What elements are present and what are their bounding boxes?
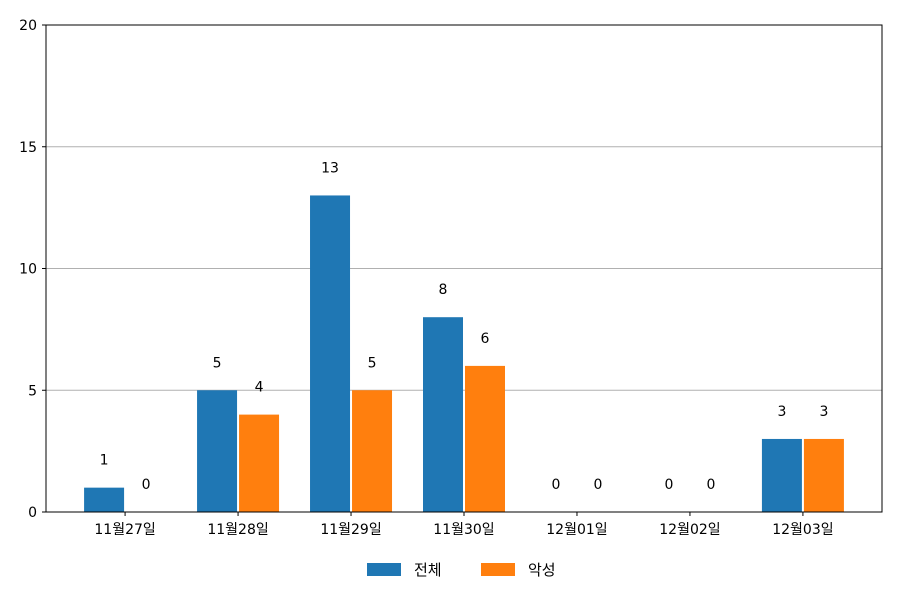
y-axis-ticks: 0 5 10 15 20	[19, 18, 46, 521]
x-tick-label: 12월02일	[659, 522, 720, 538]
y-tick-label: 20	[19, 18, 37, 34]
bar-total	[423, 317, 463, 512]
data-labels: 1 0 5 4 13 5 8 6 0 0 0 0 3 3	[100, 160, 829, 493]
data-label: 0	[552, 477, 561, 493]
plot-frame	[45, 24, 883, 513]
legend-swatch	[367, 563, 401, 576]
data-label: 0	[142, 477, 151, 493]
x-tick-label: 11월28일	[207, 522, 268, 538]
bar-malicious	[803, 438, 844, 512]
y-tick-label: 0	[28, 505, 37, 521]
data-label: 8	[439, 282, 448, 298]
bars	[84, 195, 844, 512]
bar-malicious	[352, 390, 393, 512]
bar-malicious	[239, 414, 280, 512]
y-tick-label: 5	[28, 383, 37, 399]
bar-total	[310, 195, 351, 512]
data-label: 13	[321, 160, 339, 176]
bar-total	[84, 487, 125, 512]
data-label: 3	[819, 404, 828, 420]
legend-swatch	[481, 563, 515, 576]
x-tick-label: 12월03일	[772, 522, 833, 538]
data-label: 0	[594, 477, 603, 493]
x-tick-label: 11월27일	[94, 522, 155, 538]
bar-total	[761, 438, 802, 512]
data-label: 6	[481, 331, 490, 347]
data-label: 0	[706, 477, 715, 493]
data-label: 5	[213, 355, 222, 371]
legend: 전체 악성	[367, 561, 556, 579]
data-label: 1	[100, 453, 109, 469]
legend-label: 전체	[414, 561, 442, 579]
y-tick-label: 15	[19, 140, 37, 156]
bar-total	[197, 390, 238, 512]
x-tick-label: 11월30일	[433, 522, 494, 538]
data-label: 0	[664, 477, 673, 493]
data-label: 3	[777, 404, 786, 420]
bar-malicious	[465, 365, 505, 512]
y-tick-label: 10	[19, 262, 37, 278]
grid-lines	[46, 146, 882, 391]
data-label: 5	[368, 355, 377, 371]
x-tick-label: 12월01일	[546, 522, 607, 538]
x-tick-label: 11월29일	[320, 522, 381, 538]
data-label: 4	[255, 380, 264, 396]
x-axis-ticks: 11월27일 11월28일 11월29일 11월30일 12월01일 12월02일 12월0…	[94, 512, 834, 538]
legend-label: 악성	[528, 561, 556, 579]
